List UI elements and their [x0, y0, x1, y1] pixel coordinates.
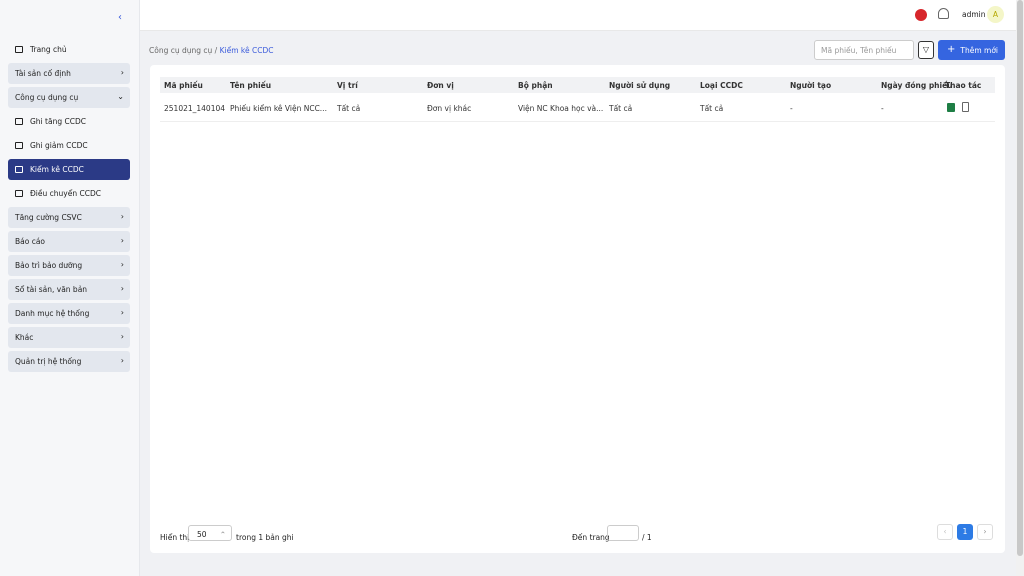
table-card: Hiển thị 50 ⌃ trong 1 bản ghi Đến trang /…: [150, 65, 1005, 553]
page-count: / 1: [642, 533, 652, 542]
menu-label: Sổ tài sản, văn bản: [15, 285, 88, 294]
page-size-label: Hiển thị: [160, 533, 190, 542]
menu-label: Kiểm kê CCDC: [30, 165, 84, 174]
menu-chevron: ⌄: [117, 92, 124, 101]
user-name[interactable]: admin: [962, 10, 986, 19]
page-size-select[interactable]: 50 ⌃: [188, 525, 232, 541]
table-cell: Viện NC Khoa học và...: [518, 104, 604, 113]
table-cell: Đơn vị khác: [427, 104, 472, 113]
collapse-button[interactable]: ‹: [118, 12, 122, 23]
column-header: Vị trí: [337, 81, 358, 90]
column-header: Đơn vị: [427, 81, 454, 90]
menu-label: Báo cáo: [15, 237, 46, 246]
menu-item[interactable]: Tài sản cố định ›: [8, 63, 130, 84]
menu-label: Ghi tăng CCDC: [30, 117, 86, 126]
table-header: [160, 77, 995, 93]
add-button[interactable]: + Thêm mới: [938, 40, 1005, 60]
menu-item[interactable]: Báo cáo ›: [8, 231, 130, 252]
goto-label: Đến trang: [572, 533, 610, 542]
column-header: Mã phiếu: [164, 81, 203, 90]
menu-item[interactable]: Công cụ dụng cụ ⌄: [8, 87, 130, 108]
row-divider: [160, 121, 995, 122]
menu-label: Danh mục hệ thống: [15, 309, 90, 318]
column-header: Thao tác: [945, 81, 982, 90]
breadcrumb-current: Kiểm kê CCDC: [219, 46, 274, 55]
menu-chevron: ›: [120, 212, 124, 221]
menu-label: Tăng cường CSVC: [15, 213, 82, 222]
menu-icon: [15, 46, 23, 53]
table-cell: Phiếu kiểm kê Viện NCC...: [230, 104, 327, 113]
top-bar: admin A: [140, 0, 1016, 31]
menu-item[interactable]: Ghi tăng CCDC: [8, 111, 130, 132]
menu-chevron: ›: [120, 284, 124, 293]
breadcrumb-separator: /: [214, 46, 218, 55]
copy-button[interactable]: [962, 102, 969, 112]
menu-label: Điều chuyển CCDC: [30, 189, 101, 198]
goto-input[interactable]: [607, 525, 639, 541]
column-header: Bộ phận: [518, 81, 553, 90]
menu-item[interactable]: Bảo trì bảo dưỡng ›: [8, 255, 130, 276]
filter-button[interactable]: ▽: [918, 41, 934, 59]
scroll-thumb[interactable]: [1017, 0, 1023, 556]
menu-item[interactable]: Ghi giảm CCDC: [8, 135, 130, 156]
sidebar: ‹ Trang chủ Tài sản cố định › Công cụ dụng …: [0, 0, 140, 576]
menu-icon: [15, 142, 23, 149]
menu-label: Ghi giảm CCDC: [30, 141, 88, 150]
menu-label: Bảo trì bảo dưỡng: [15, 261, 83, 270]
menu-item[interactable]: Sổ tài sản, văn bản ›: [8, 279, 130, 300]
column-header: Tên phiếu: [230, 81, 272, 90]
menu-item[interactable]: Kiểm kê CCDC: [8, 159, 130, 180]
avatar[interactable]: A: [987, 6, 1004, 23]
menu-item[interactable]: Khác ›: [8, 327, 130, 348]
scrollbar[interactable]: [1016, 0, 1024, 576]
table-cell: -: [790, 104, 793, 113]
menu-item[interactable]: Tăng cường CSVC ›: [8, 207, 130, 228]
menu-chevron: ›: [120, 236, 124, 245]
breadcrumb: Công cụ dụng cụ / Kiểm kê CCDC: [149, 46, 273, 55]
page-number[interactable]: 1: [957, 524, 973, 540]
column-header: Loại CCDC: [700, 81, 743, 90]
menu-item[interactable]: Danh mục hệ thống ›: [8, 303, 130, 324]
breadcrumb-link[interactable]: Công cụ dụng cụ: [149, 46, 213, 55]
table-cell: 251021_140104: [164, 104, 226, 113]
column-header: Người sử dụng: [609, 81, 671, 90]
add-button-label: Thêm mới: [960, 46, 999, 55]
table-cell: Tất cả: [609, 104, 633, 113]
menu-icon: [15, 118, 23, 125]
column-header: Ngày đóng phiếu: [881, 81, 953, 90]
language-flag[interactable]: [915, 9, 927, 21]
menu-icon: [15, 190, 23, 197]
table-cell: Tất cả: [700, 104, 724, 113]
next-page[interactable]: ›: [977, 524, 993, 540]
page-size-value: 50: [197, 530, 207, 539]
menu-label: Công cụ dụng cụ: [15, 93, 79, 102]
menu-item[interactable]: Quản trị hệ thống ›: [8, 351, 130, 372]
menu-chevron: ›: [120, 68, 124, 77]
menu-item[interactable]: Trang chủ: [8, 39, 130, 60]
menu-label: Tài sản cố định: [15, 69, 71, 78]
total-records: trong 1 bản ghi: [236, 533, 294, 542]
menu-label: Quản trị hệ thống: [15, 357, 82, 366]
table-cell: -: [881, 104, 884, 113]
search-input[interactable]: Mã phiếu, Tên phiếu: [814, 40, 914, 60]
table-cell: Tất cả: [337, 104, 361, 113]
menu-chevron: ›: [120, 332, 124, 341]
prev-page[interactable]: ‹: [937, 524, 953, 540]
menu-icon: [15, 166, 23, 173]
menu-chevron: ›: [120, 356, 124, 365]
menu-chevron: ›: [120, 308, 124, 317]
menu-label: Khác: [15, 333, 34, 342]
column-header: Người tạo: [790, 81, 832, 90]
export-excel-button[interactable]: [947, 103, 955, 112]
menu-item[interactable]: Điều chuyển CCDC: [8, 183, 130, 204]
notification-icon[interactable]: [938, 8, 949, 19]
menu-chevron: ›: [120, 260, 124, 269]
menu-label: Trang chủ: [30, 45, 67, 54]
